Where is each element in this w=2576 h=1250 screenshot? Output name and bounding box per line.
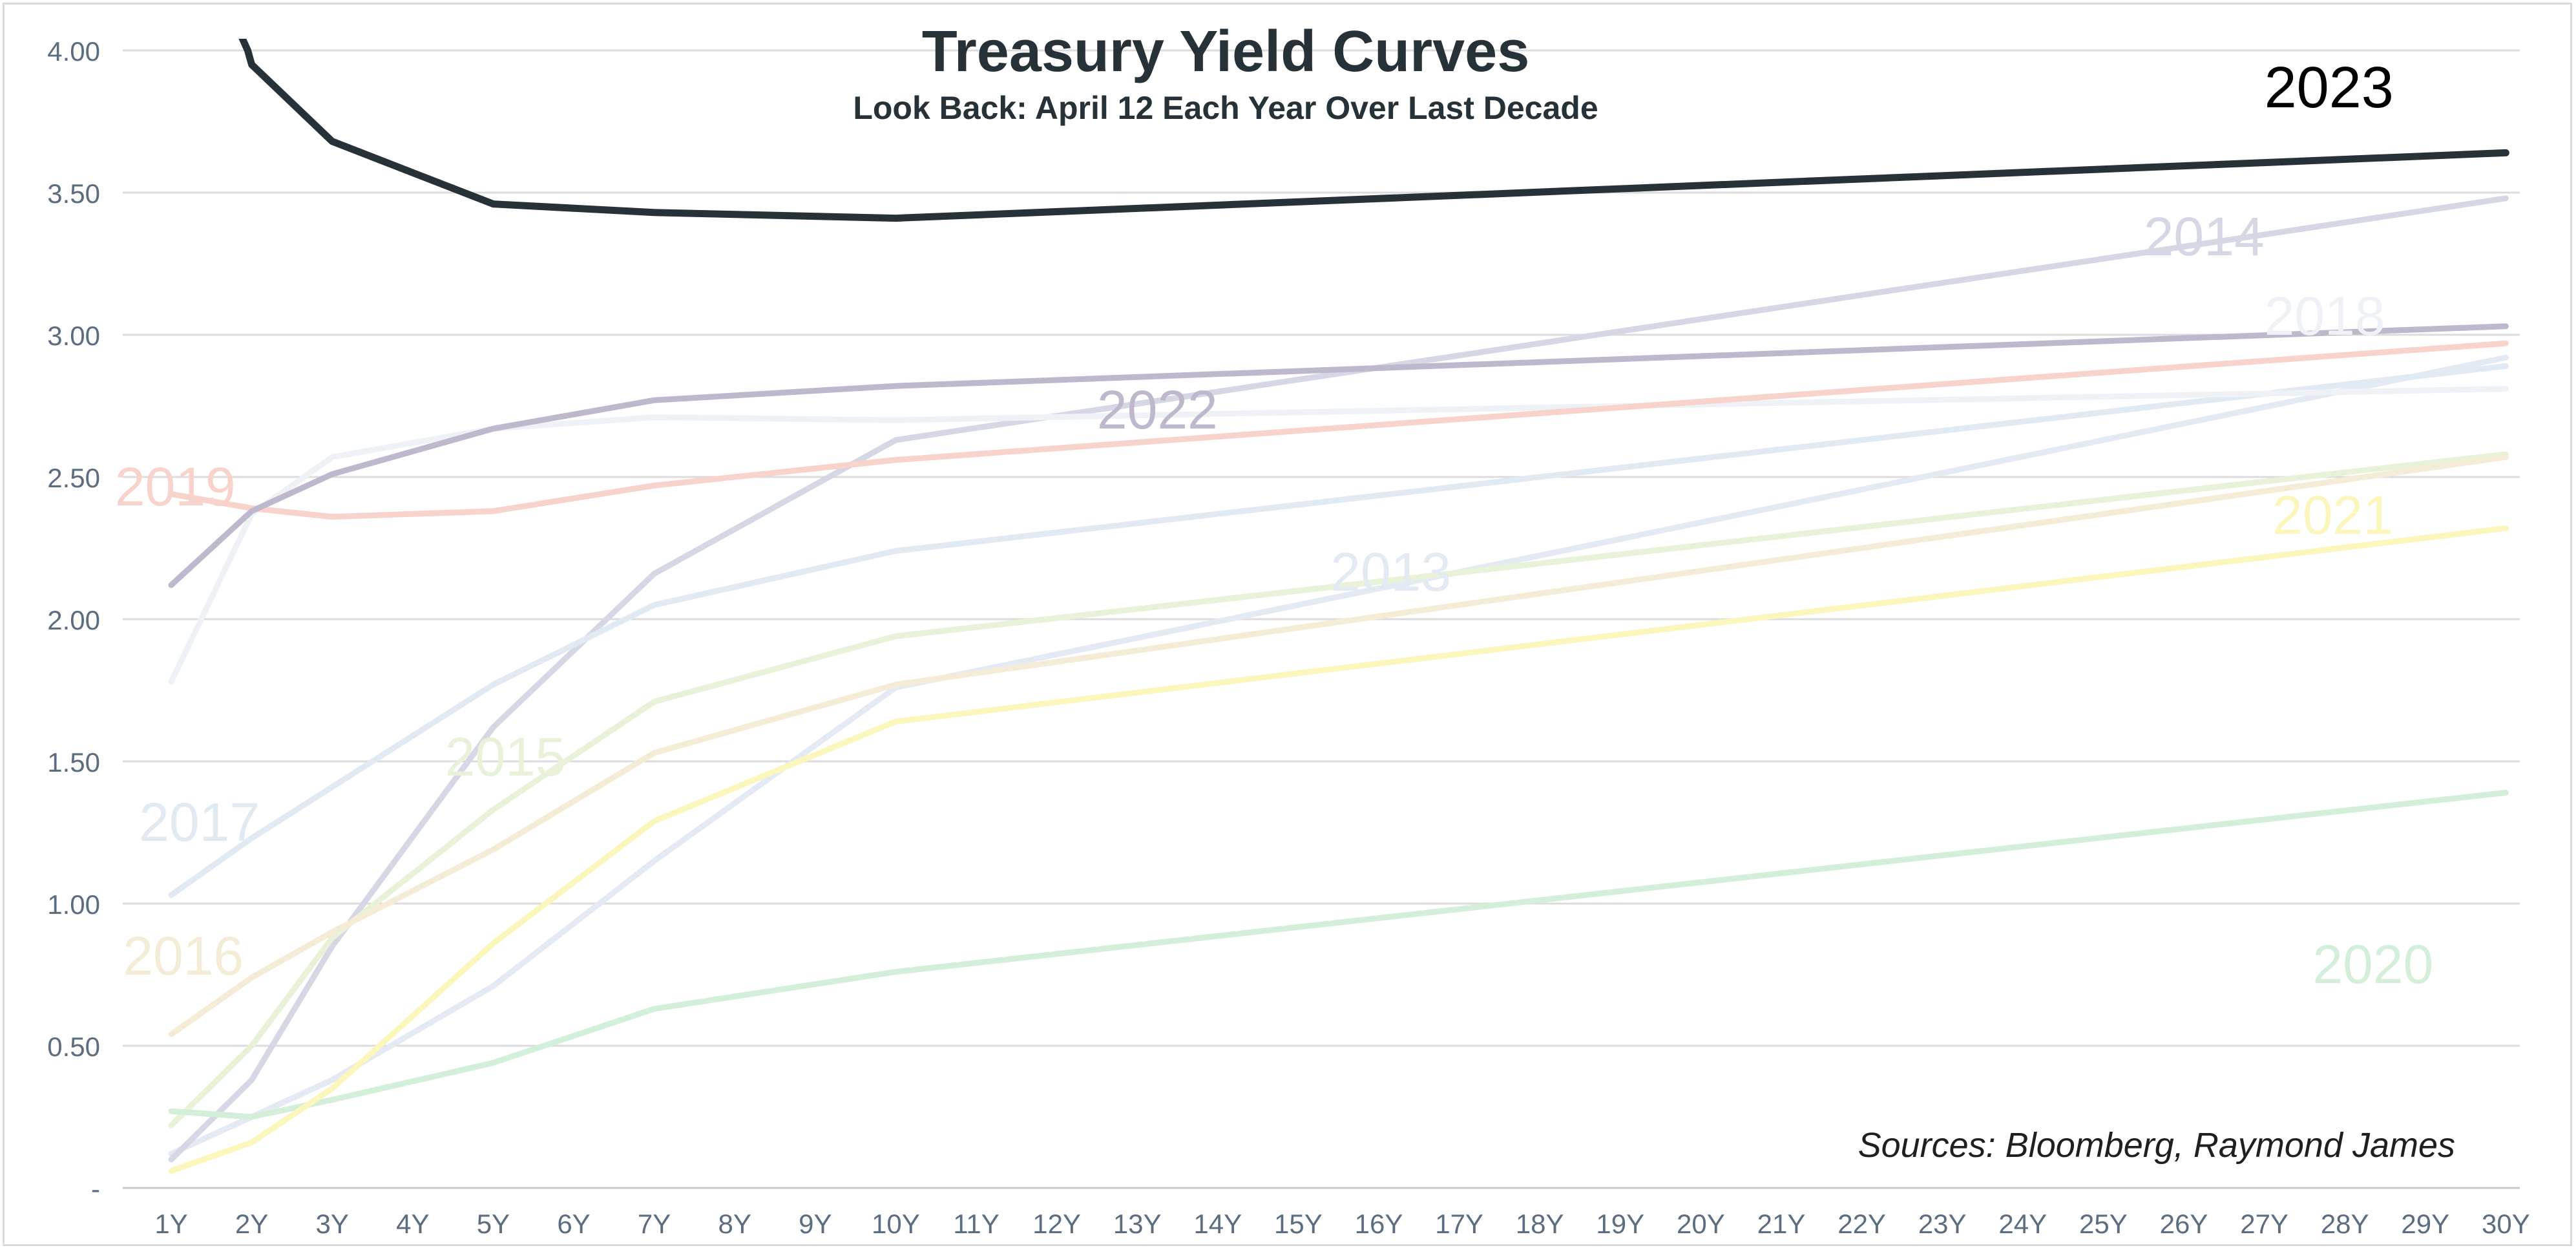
x-tick-label: 24Y (1998, 1209, 2047, 1239)
y-axis: - 0.50 1.00 1.50 2.00 2.50 3.00 3.50 4.00 (47, 36, 100, 1204)
series-labels: 2013 2014 2015 2016 2017 2018 2019 2020 2021 2022… (115, 56, 2433, 995)
series-line-2014 (168, 195, 2509, 1163)
series-line-2018 (168, 386, 2509, 685)
y-tick-label: 4.00 (47, 36, 100, 67)
chart-title: Treasury Yield Curves (922, 19, 1530, 84)
series-label-2020: 2020 (2312, 934, 2433, 995)
chart-frame (3, 3, 2572, 1246)
x-tick-label: 3Y (316, 1209, 349, 1239)
series-line-2015 (168, 451, 2509, 1128)
x-tick-label: 28Y (2321, 1209, 2369, 1239)
y-tick-label: 2.00 (47, 605, 100, 635)
series-line-2022 (168, 323, 2509, 588)
series-label-2013: 2013 (1330, 542, 1451, 602)
x-tick-label: 7Y (638, 1209, 671, 1239)
x-tick-label: 10Y (872, 1209, 920, 1239)
chart-subtitle: Look Back: April 12 Each Year Over Last … (853, 90, 1598, 126)
series-label-2015: 2015 (445, 726, 566, 787)
series-label-2017: 2017 (139, 792, 260, 853)
series-line-2023 (238, 39, 2509, 222)
series-line-2020 (168, 789, 2509, 1120)
series-label-2023: 2023 (2265, 56, 2394, 120)
series-label-2016: 2016 (123, 926, 244, 986)
x-tick-label: 5Y (477, 1209, 510, 1239)
x-tick-label: 19Y (1596, 1209, 1644, 1239)
series-line-2017 (168, 363, 2509, 898)
x-tick-label: 26Y (2160, 1209, 2208, 1239)
x-tick-label: 29Y (2401, 1209, 2449, 1239)
x-tick-label: 13Y (1113, 1209, 1162, 1239)
y-tick-label: 3.50 (47, 178, 100, 209)
y-tick-label: 1.00 (47, 889, 100, 920)
series-line-2021 (168, 525, 2509, 1174)
x-tick-label: 11Y (953, 1209, 1000, 1239)
x-tick-label: 25Y (2079, 1209, 2128, 1239)
x-tick-label: 4Y (396, 1209, 429, 1239)
y-tick-label: 3.00 (47, 321, 100, 351)
series-label-2021: 2021 (2272, 485, 2393, 546)
series-lines (168, 39, 2509, 1174)
series-label-2019: 2019 (115, 456, 236, 517)
y-tick-label: 2.50 (47, 463, 100, 493)
source-note: Sources: Bloomberg, Raymond James (1858, 1126, 2455, 1165)
x-tick-label: 23Y (1918, 1209, 1967, 1239)
x-tick-label: 27Y (2240, 1209, 2288, 1239)
x-tick-label: 17Y (1435, 1209, 1483, 1239)
x-tick-label: 16Y (1355, 1209, 1403, 1239)
x-tick-label: 30Y (2482, 1209, 2530, 1239)
y-tick-label: 0.50 (47, 1032, 100, 1062)
x-tick-label: 15Y (1274, 1209, 1323, 1239)
x-tick-label: 9Y (799, 1209, 832, 1239)
x-tick-label: 12Y (1032, 1209, 1081, 1239)
x-tick-label: 14Y (1193, 1209, 1242, 1239)
x-tick-label: 6Y (557, 1209, 590, 1239)
gridlines (123, 49, 2520, 1189)
x-tick-label: 22Y (1838, 1209, 1886, 1239)
series-label-2018: 2018 (2265, 286, 2385, 346)
x-tick-label: 20Y (1677, 1209, 1725, 1239)
series-label-2022: 2022 (1097, 379, 1218, 440)
x-tick-label: 8Y (718, 1209, 751, 1239)
series-line-2016 (168, 454, 2509, 1037)
x-tick-label: 2Y (235, 1209, 268, 1239)
x-tick-label: 18Y (1516, 1209, 1564, 1239)
y-tick-label: - (91, 1174, 100, 1204)
y-tick-label: 1.50 (47, 747, 100, 778)
series-label-2014: 2014 (2144, 206, 2265, 267)
x-tick-label: 21Y (1757, 1209, 1806, 1239)
x-axis: 1Y 2Y 3Y 4Y 5Y 6Y 7Y 8Y 9Y 10Y 11Y 12Y 13Y 14Y 15Y 16Y 1… (154, 1209, 2529, 1239)
x-tick-label: 1Y (154, 1209, 187, 1239)
